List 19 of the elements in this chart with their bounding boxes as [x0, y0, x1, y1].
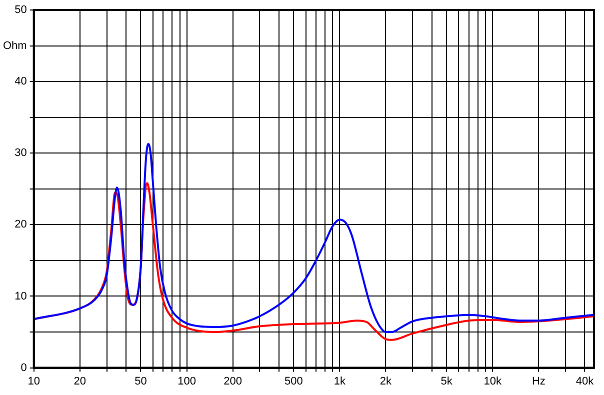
y-tick-label: 30 — [14, 147, 27, 160]
x-tick-label: 10k — [484, 375, 502, 388]
y-tick-label: 10 — [14, 290, 27, 302]
x-tick-label: 1k — [334, 375, 346, 388]
x-tick-label: 100 — [178, 375, 196, 388]
y-tick-label: Ohm — [2, 40, 27, 52]
x-tick-label: Hz — [532, 375, 546, 388]
x-tick-label: 2k — [380, 375, 392, 388]
y-tick-label: 50 — [14, 4, 27, 16]
x-tick-label: 10 — [28, 375, 40, 388]
x-tick-label: 40k — [576, 375, 594, 388]
x-tick-label: 20 — [74, 375, 86, 388]
x-tick-label: 5k — [440, 375, 453, 388]
x-tick-label: 200 — [224, 375, 242, 388]
x-tick-label: 500 — [284, 375, 303, 388]
y-tick-label: 20 — [14, 218, 27, 231]
x-tick-label: 50 — [134, 375, 147, 388]
y-tick-label: 0 — [20, 362, 27, 374]
y-tick-label: 40 — [14, 76, 27, 88]
